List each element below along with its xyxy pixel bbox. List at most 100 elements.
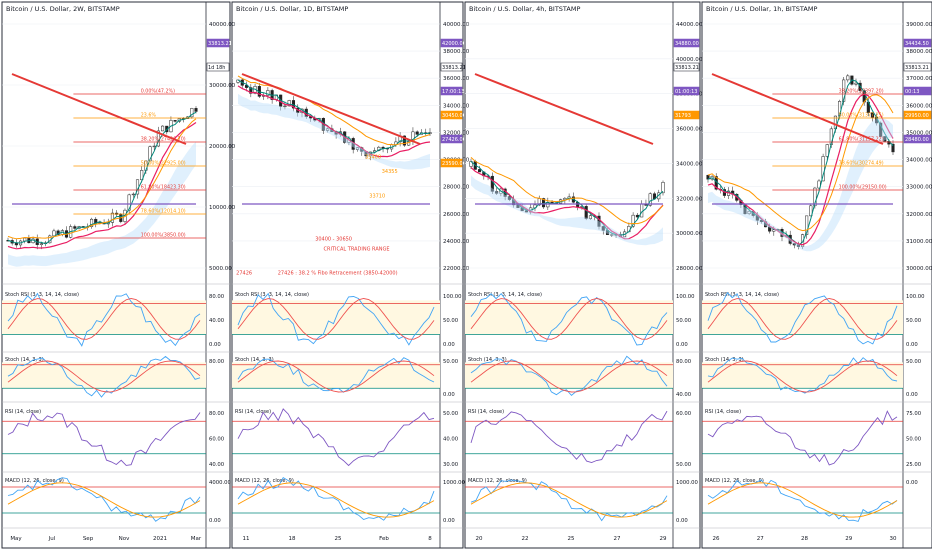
price-tick-label: 34000.00: [676, 161, 703, 167]
price-tick-label: 36000.00: [676, 127, 703, 133]
oscillator-tick-label: 80.00: [209, 359, 225, 365]
price-tag-label: 28480.00: [905, 137, 929, 143]
oscillator-band: [702, 362, 903, 389]
price-tick-label: 32000.00: [443, 130, 470, 136]
price-tick-label: 26000.00: [443, 212, 470, 218]
candle-up: [23, 237, 27, 242]
price-tag: [440, 110, 463, 120]
candle-up: [846, 75, 850, 81]
price-tick-label: 40000.00: [676, 57, 703, 63]
candle-down: [870, 112, 874, 118]
price-tag: [903, 38, 932, 48]
ichimoku-cloud: [708, 118, 893, 252]
fib-level-label: 100.00%(3850.00): [141, 233, 186, 239]
oscillator-tick-label: 50.00: [443, 318, 459, 324]
candle-down: [173, 120, 177, 122]
oscillator-tick-label: 50.00: [906, 437, 922, 443]
price-tag: [903, 134, 932, 144]
oscillator-line: [470, 479, 668, 522]
oscillator-line: [470, 293, 668, 346]
time-tick-label: 2021: [153, 536, 167, 542]
chart-title: Bitcoin / U.S. Dollar, 4h, BITSTAMP: [469, 5, 580, 13]
oscillator-signal-line: [7, 298, 201, 340]
oscillator-tick-label: 75.00: [906, 411, 922, 417]
candle-up: [648, 193, 652, 206]
fib-level-label: 23.6%: [141, 113, 157, 119]
price-tag-label: 42000.00: [442, 41, 466, 47]
time-tick-label: May: [10, 536, 22, 542]
candle-up: [813, 187, 817, 207]
oscillator-band: [2, 362, 206, 389]
ichimoku-cloud: [238, 93, 430, 170]
price-tag: [903, 62, 932, 72]
oscillator-title: Stoch RSI (3, 3, 14, 14, close): [5, 292, 79, 298]
fib-level-label: 61.80%(31157.22): [839, 137, 884, 143]
price-tag-label: 29950.00: [905, 113, 929, 119]
price-tick-label: 40000.00: [209, 22, 236, 28]
chart-panel-1: Bitcoin / U.S. Dollar, 2W, BITSTAMP 40000…: [1, 1, 236, 549]
oscillator-band: [465, 362, 673, 389]
oscillator-tick-label: 100.00: [443, 294, 462, 300]
moving-average-line: [470, 166, 664, 240]
price-tag-label: 34434.50: [905, 41, 929, 47]
candle-down: [194, 108, 198, 112]
candle-down: [14, 242, 18, 246]
time-tick-label: 25: [335, 536, 342, 542]
candle-down: [601, 226, 605, 231]
candle-down: [706, 174, 710, 180]
price-tag-label: 31793: [675, 113, 691, 119]
oscillator-signal-line: [7, 360, 201, 393]
candle-down: [879, 122, 883, 137]
candle-down: [73, 226, 77, 229]
oscillator-title: Stoch (14, 3, 3): [705, 357, 744, 363]
price-tag: [673, 110, 700, 120]
oscillator-tick-label: 0.00: [676, 518, 688, 524]
oscillator-tick-label: 0.00: [443, 392, 455, 398]
candle-down: [516, 204, 520, 208]
price-tick-label: 28000.00: [443, 185, 470, 191]
candle-up: [110, 212, 114, 223]
time-tick-label: 25: [568, 536, 575, 542]
price-tick-label: 34000.00: [906, 158, 932, 164]
oscillator-line: [470, 410, 668, 463]
candle-up: [266, 90, 270, 96]
time-tick-label: 26: [713, 536, 720, 542]
oscillator-line: [237, 408, 435, 467]
candle-up: [377, 146, 381, 151]
fib-level-label: 78.60%(30274.49): [839, 161, 884, 167]
kijun-line: [7, 118, 197, 240]
chart-annotation: CRITICAL TRADING RANGE: [324, 246, 390, 252]
candle-up: [661, 182, 665, 194]
oscillator-signal-line: [237, 298, 435, 340]
fib-level-label: 38.20%(32397.20): [839, 89, 884, 95]
fib-level-label: 38.20%(27426.70): [141, 137, 186, 143]
price-tag-label: 33813.21: [208, 41, 232, 47]
fib-level-label: 78.60%(12014.10): [141, 209, 186, 215]
oscillator-tick-label: 0.00: [443, 518, 455, 524]
oscillator-tick-label: 80.00: [209, 411, 225, 417]
price-tick-label: 30000.00: [676, 231, 703, 237]
price-tick-label: 32000.00: [676, 196, 703, 202]
price-tick-label: 40000.00: [443, 22, 470, 28]
panel-border: [231, 1, 464, 549]
oscillator-signal-line: [7, 482, 201, 518]
panel-border: [464, 1, 701, 549]
candle-down: [584, 206, 588, 219]
price-tick-label: 36000.00: [443, 76, 470, 82]
price-tag-label: 01:00:13: [675, 89, 697, 95]
price-tag: [903, 86, 932, 96]
price-tag-label: 34880.00: [675, 41, 699, 47]
time-tick-label: 28: [801, 536, 808, 542]
oscillator-tick-label: 50.00: [906, 359, 922, 365]
candle-down: [524, 210, 529, 213]
candle-down: [490, 175, 494, 192]
oscillator-line: [7, 412, 201, 466]
candle-up: [131, 193, 135, 196]
time-tick-label: 22: [522, 536, 529, 542]
oscillator-signal-line: [707, 360, 898, 393]
candle-up: [640, 203, 644, 218]
oscillator-tick-label: 4000.00: [209, 480, 232, 486]
price-tag: [440, 158, 463, 168]
oscillator-tick-label: 50.00: [443, 411, 459, 417]
panel-border: [701, 1, 932, 549]
